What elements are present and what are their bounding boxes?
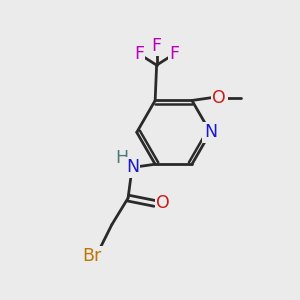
Text: H: H [116, 149, 129, 167]
Text: Br: Br [82, 248, 102, 266]
Text: O: O [212, 88, 226, 106]
Text: N: N [126, 158, 139, 176]
Text: F: F [134, 45, 144, 63]
Text: N: N [204, 123, 217, 141]
Text: O: O [156, 194, 170, 212]
Text: F: F [169, 45, 179, 63]
Text: F: F [152, 37, 162, 55]
